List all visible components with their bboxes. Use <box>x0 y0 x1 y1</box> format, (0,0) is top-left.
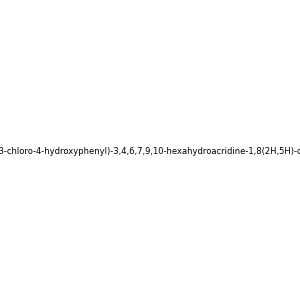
Text: 9-(3-chloro-4-hydroxyphenyl)-3,4,6,7,9,10-hexahydroacridine-1,8(2H,5H)-dione: 9-(3-chloro-4-hydroxyphenyl)-3,4,6,7,9,1… <box>0 147 300 156</box>
